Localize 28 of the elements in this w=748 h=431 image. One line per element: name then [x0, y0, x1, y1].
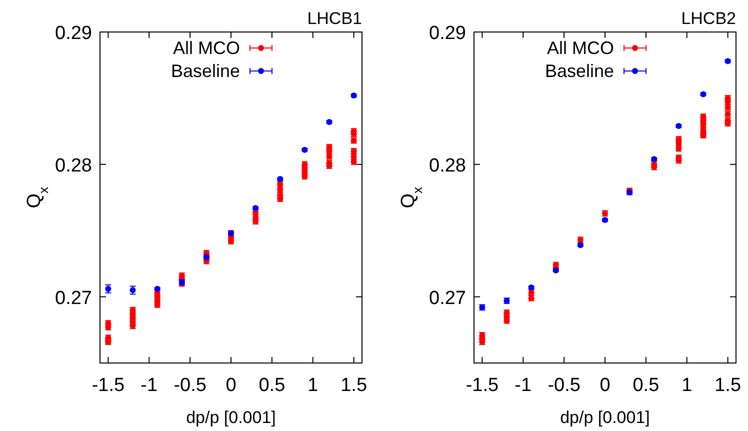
x-tick-label: 0	[226, 375, 236, 396]
x-tick-label: -1	[514, 375, 532, 396]
y-tick-label: 0.29	[55, 23, 92, 44]
x-tick-label: 1.5	[714, 375, 742, 396]
x-axis-title: dp/p [0.001]	[560, 408, 650, 427]
x-axis-title: dp/p [0.001]	[186, 408, 276, 427]
x-tick-label: 1	[308, 375, 318, 396]
y-tick-label: 0.29	[429, 23, 466, 44]
legend-label: Baseline	[544, 61, 614, 81]
x-tick-label: 0.5	[258, 375, 286, 396]
chart-title: LHCB1	[307, 9, 362, 28]
legend-label: Baseline	[170, 61, 240, 81]
x-tick-label: -1	[140, 375, 158, 396]
y-tick-label: 0.27	[55, 288, 92, 309]
x-tick-label: 0.5	[632, 375, 660, 396]
legend-label: All MCO	[173, 38, 240, 58]
y-tick-label: 0.28	[429, 155, 466, 176]
chart-title: LHCB2	[681, 9, 736, 28]
y-tick-label: 0.27	[429, 288, 466, 309]
x-tick-label: -1.5	[92, 375, 125, 396]
x-tick-label: -0.5	[548, 375, 580, 396]
x-tick-label: 1	[682, 375, 692, 396]
x-tick-label: 1.5	[340, 375, 368, 396]
y-tick-label: 0.28	[55, 155, 92, 176]
x-tick-label: -0.5	[174, 375, 206, 396]
x-tick-label: 0	[600, 375, 610, 396]
legend-label: All MCO	[547, 38, 614, 58]
x-tick-label: -1.5	[466, 375, 499, 396]
